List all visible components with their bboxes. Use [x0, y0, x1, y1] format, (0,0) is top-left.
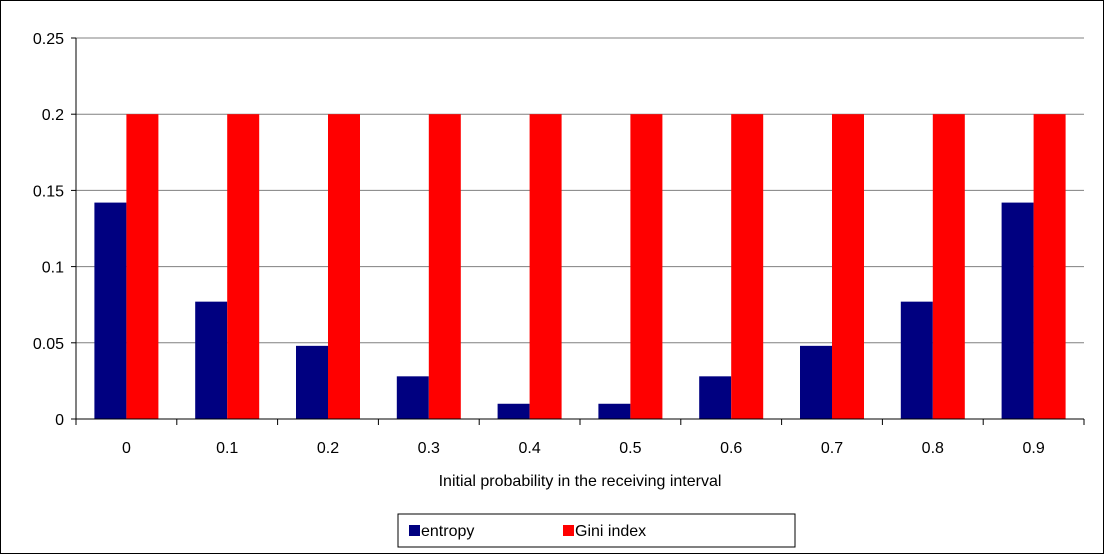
legend-swatch [563, 525, 574, 536]
x-tick-label: 0.6 [720, 440, 742, 457]
x-tick-label: 0.3 [418, 440, 440, 457]
y-tick-label: 0.25 [33, 31, 64, 48]
y-tick-label: 0.15 [33, 183, 64, 200]
legend-label: entropy [421, 523, 474, 540]
x-tick-label: 0.5 [619, 440, 641, 457]
x-tick-label: 0 [122, 440, 131, 457]
bar-entropy [195, 301, 228, 419]
x-tick-label: 0.2 [317, 440, 339, 457]
bar-gini-index [731, 114, 764, 419]
axes [71, 37, 1085, 425]
bar-gini-index [529, 114, 562, 419]
bar-entropy [900, 301, 933, 419]
tick-labels: 0 0.05 0.1 0.15 0.2 0.25 0 0.1 0.2 0.3 0.4 0.5 0.6 0.… [33, 31, 1045, 457]
y-tick-label: 0.2 [42, 107, 64, 124]
x-tick-label: 0.8 [922, 440, 944, 457]
bar-gini-index [126, 114, 159, 419]
bar-entropy [396, 376, 429, 419]
bar-gini-index [630, 114, 663, 419]
legend-swatch [409, 525, 420, 536]
bars [94, 114, 1066, 419]
bar-gini-index [227, 114, 260, 419]
bar-gini-index [328, 114, 360, 419]
x-tick-label: 0.1 [216, 440, 238, 457]
bar-gini-index [1033, 114, 1066, 419]
y-tick-label: 0 [55, 412, 64, 429]
x-tick-label: 0.4 [518, 440, 540, 457]
bar-entropy [1001, 202, 1034, 419]
bar-entropy [94, 202, 127, 419]
bar-gini-index [428, 114, 461, 419]
x-axis-title: Initial probability in the receiving int… [439, 473, 722, 490]
bar-entropy [598, 403, 631, 419]
legend-label: Gini index [575, 523, 646, 540]
x-tick-label: 0.7 [821, 440, 843, 457]
x-tick-label: 0.9 [1022, 440, 1044, 457]
bar-entropy [699, 376, 732, 419]
bar-gini-index [932, 114, 965, 419]
y-tick-label: 0.1 [42, 260, 64, 277]
bar-gini-index [832, 114, 864, 419]
y-tick-label: 0.05 [33, 336, 64, 353]
bar-entropy [800, 345, 832, 419]
bar-entropy [296, 345, 328, 419]
legend-box [397, 513, 796, 548]
legend: entropy Gini index [397, 513, 796, 548]
bar-entropy [497, 403, 530, 419]
